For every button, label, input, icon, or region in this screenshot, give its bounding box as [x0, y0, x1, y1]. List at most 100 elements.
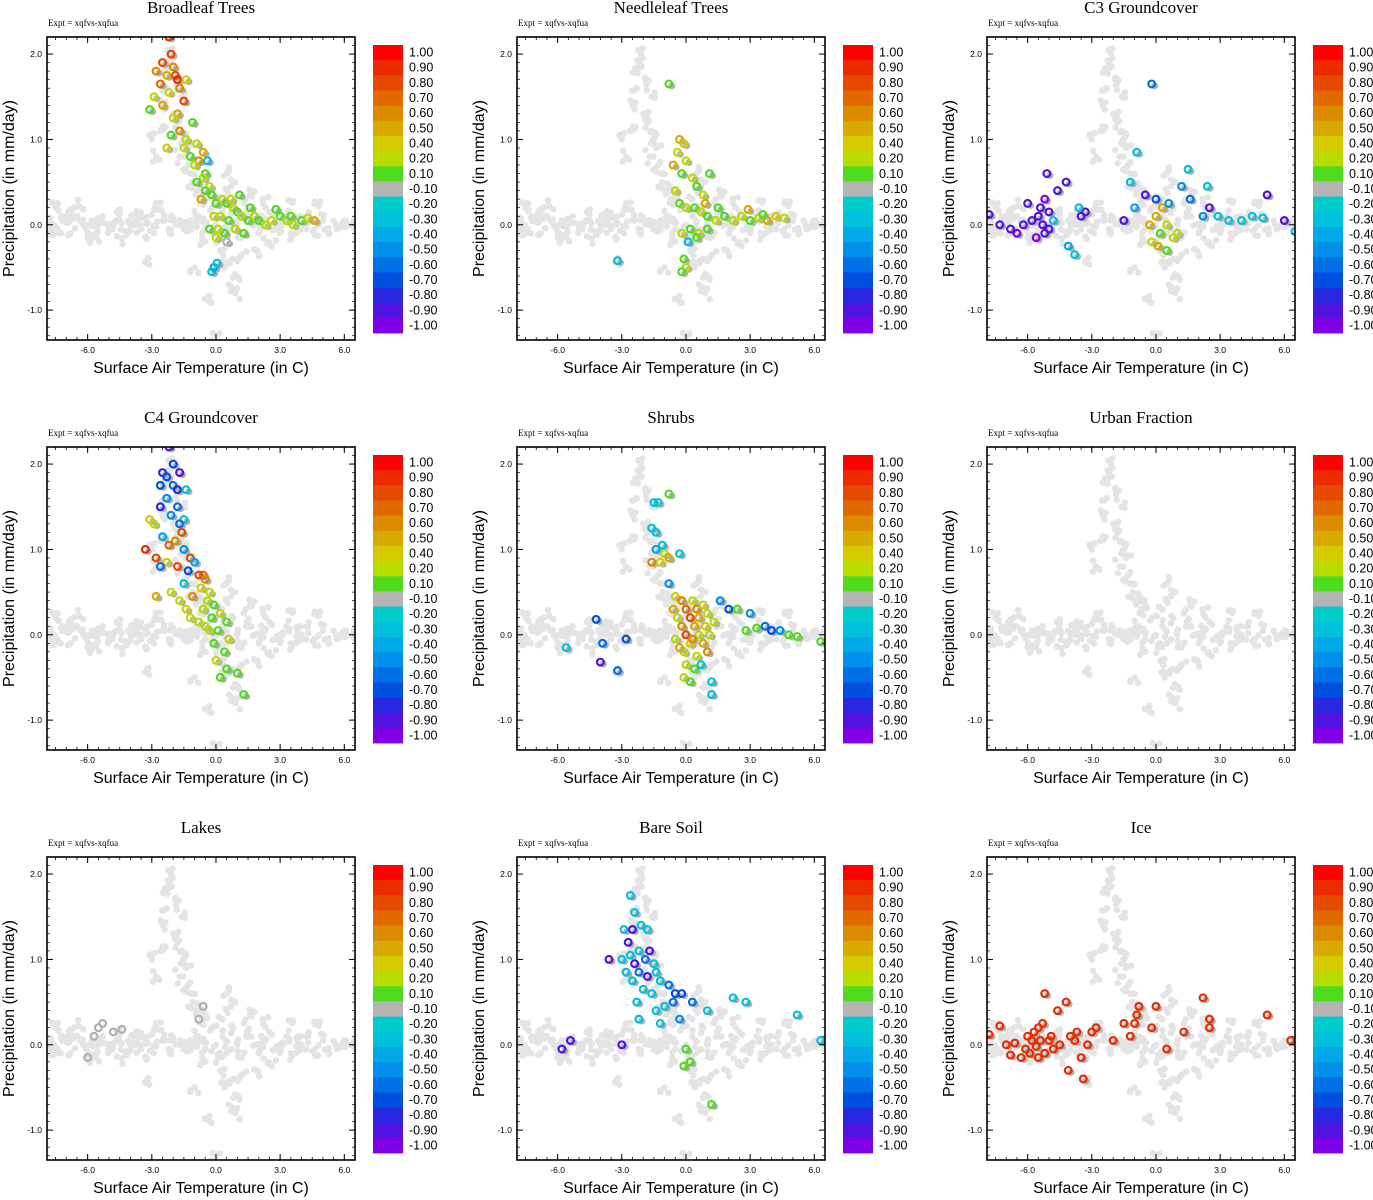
colorbar-swatch	[373, 727, 403, 744]
background-point	[779, 637, 787, 645]
background-point	[1166, 257, 1174, 265]
data-point	[621, 634, 631, 644]
background-point	[92, 1053, 100, 1061]
data-point	[715, 596, 725, 606]
background-point	[1121, 504, 1128, 512]
background-point	[1142, 629, 1150, 636]
background-point	[995, 207, 1002, 215]
background-point	[1086, 227, 1094, 235]
background-point	[1164, 599, 1171, 607]
data-point	[743, 204, 753, 214]
background-point	[1205, 648, 1213, 656]
colorbar-label: -0.90	[409, 713, 438, 727]
data-point	[194, 1014, 204, 1024]
data-point	[760, 621, 770, 631]
data-point	[698, 600, 708, 610]
background-point	[995, 617, 1002, 625]
background-point	[631, 516, 638, 523]
background-point	[109, 1041, 117, 1048]
colorbar-swatch	[843, 317, 873, 334]
data-point	[692, 651, 702, 661]
background-point	[637, 636, 645, 644]
background-point	[187, 267, 194, 274]
background-point	[260, 235, 267, 242]
colorbar-swatch	[843, 591, 873, 607]
colorbar-label: -0.30	[1349, 212, 1373, 226]
data-point	[168, 459, 178, 469]
background-point	[747, 227, 755, 234]
y-tick-label: 0.0	[970, 630, 982, 640]
data-point	[1132, 147, 1142, 157]
background-point	[191, 1027, 198, 1035]
data-point	[681, 660, 691, 670]
x-tick-label: 0.0	[680, 755, 692, 765]
background-point	[755, 617, 762, 624]
colorbar-swatch	[1313, 211, 1343, 228]
background-point	[613, 630, 620, 638]
background-point	[1148, 637, 1155, 645]
background-point	[704, 233, 712, 241]
background-point	[316, 198, 324, 205]
data-point	[702, 224, 712, 234]
background-point	[63, 219, 71, 226]
data-point	[1258, 213, 1268, 223]
background-point	[756, 646, 764, 654]
background-point	[1141, 295, 1149, 303]
background-point	[216, 1150, 223, 1157]
background-point	[194, 1038, 201, 1046]
background-point	[766, 226, 774, 234]
background-point	[259, 605, 266, 613]
data-point	[239, 690, 249, 700]
colorbar-label: -0.30	[409, 212, 438, 226]
background-point	[631, 627, 638, 634]
data-point	[692, 181, 702, 191]
background-point	[1279, 629, 1286, 637]
background-point	[302, 226, 310, 233]
data-point	[737, 211, 747, 221]
x-tick-label: 0.0	[1150, 345, 1162, 355]
background-point	[183, 964, 190, 972]
background-point	[225, 574, 233, 581]
data-point	[595, 657, 605, 667]
background-point	[235, 1074, 243, 1082]
background-point	[525, 229, 532, 236]
background-point	[117, 226, 125, 233]
background-point	[279, 1039, 287, 1046]
background-point	[157, 616, 165, 624]
background-point	[199, 1049, 206, 1056]
background-point	[293, 623, 301, 631]
x-tick-label: 3.0	[744, 345, 756, 355]
background-point	[637, 226, 645, 234]
x-tick-label: -3.0	[1084, 345, 1099, 355]
background-point	[71, 1044, 79, 1052]
background-point	[686, 740, 693, 747]
background-point	[66, 640, 73, 648]
x-tick-label: -6.0	[80, 755, 95, 765]
colorbar-swatch	[373, 545, 403, 562]
y-tick-label: 2.0	[30, 49, 42, 59]
data-point	[649, 497, 659, 507]
y-axis-label: Precipitation (in mm/day)	[1, 100, 18, 277]
data-point	[995, 220, 1005, 230]
data-point	[170, 536, 180, 546]
colorbar-swatch	[1313, 712, 1343, 729]
x-tick-label: 3.0	[1214, 345, 1226, 355]
background-point	[124, 1037, 132, 1045]
background-point	[1154, 641, 1162, 648]
background-point	[664, 628, 671, 636]
data-point	[668, 604, 678, 614]
background-point	[1204, 194, 1212, 201]
background-point	[1255, 632, 1262, 639]
background-point	[97, 215, 104, 223]
background-point	[646, 630, 654, 638]
background-point	[172, 944, 179, 951]
background-point	[57, 1034, 65, 1042]
data-point	[179, 96, 189, 106]
background-point	[1284, 630, 1291, 638]
colorbar-swatch	[1313, 226, 1343, 243]
background-point	[678, 299, 685, 307]
background-point	[1199, 633, 1207, 640]
background-point	[1134, 218, 1141, 226]
background-point	[666, 651, 674, 659]
background-point	[333, 635, 341, 643]
